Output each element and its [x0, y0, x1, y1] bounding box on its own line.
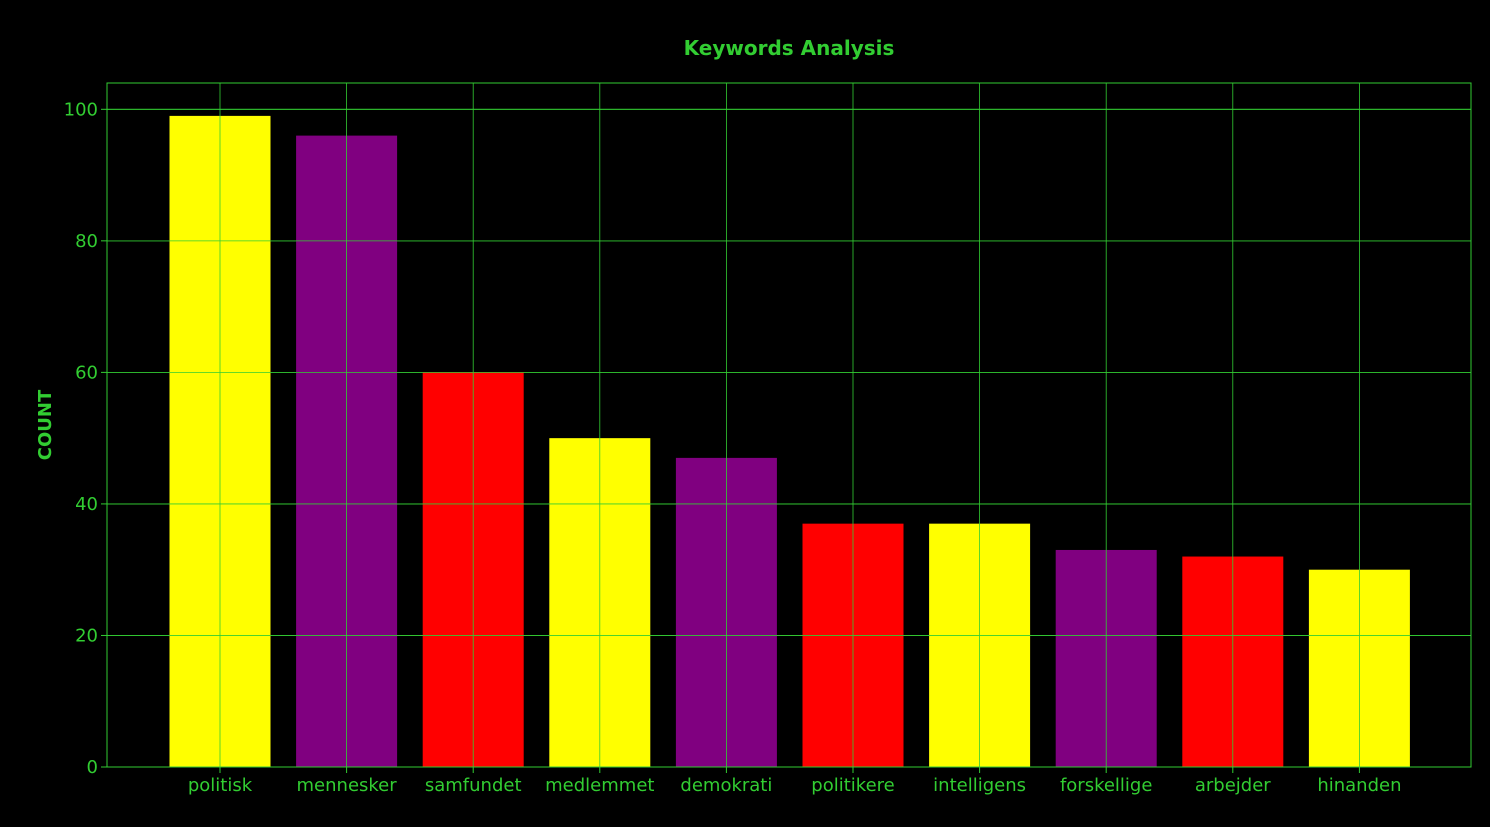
y-tick-label: 100 — [64, 99, 98, 120]
chart-title: Keywords Analysis — [684, 36, 895, 60]
x-tick-label: intelligens — [933, 775, 1026, 796]
x-tick-label: mennesker — [297, 775, 398, 796]
x-tick-label: politisk — [188, 775, 253, 796]
y-tick-labels: 0 20 40 60 80 100 — [64, 99, 107, 778]
y-tick-label: 60 — [75, 362, 98, 383]
plot-frame — [106, 82, 1472, 768]
x-tick-label: demokrati — [680, 775, 772, 796]
x-tick-label: politikere — [811, 775, 894, 796]
y-tick-label: 40 — [75, 494, 98, 515]
x-tick-label: arbejder — [1195, 775, 1271, 796]
x-tick-labels: politisk mennesker samfundet medlemmet demok… — [188, 767, 1401, 796]
y-tick-label: 0 — [87, 757, 98, 778]
y-axis-label: COUNT — [35, 389, 56, 460]
y-tick-label: 20 — [75, 625, 98, 646]
x-tick-label: forskellige — [1060, 775, 1153, 796]
x-tick-label: samfundet — [425, 775, 522, 796]
y-tick-label: 80 — [75, 231, 98, 252]
x-tick-label: hinanden — [1317, 775, 1401, 796]
x-tick-label: medlemmet — [545, 775, 654, 796]
